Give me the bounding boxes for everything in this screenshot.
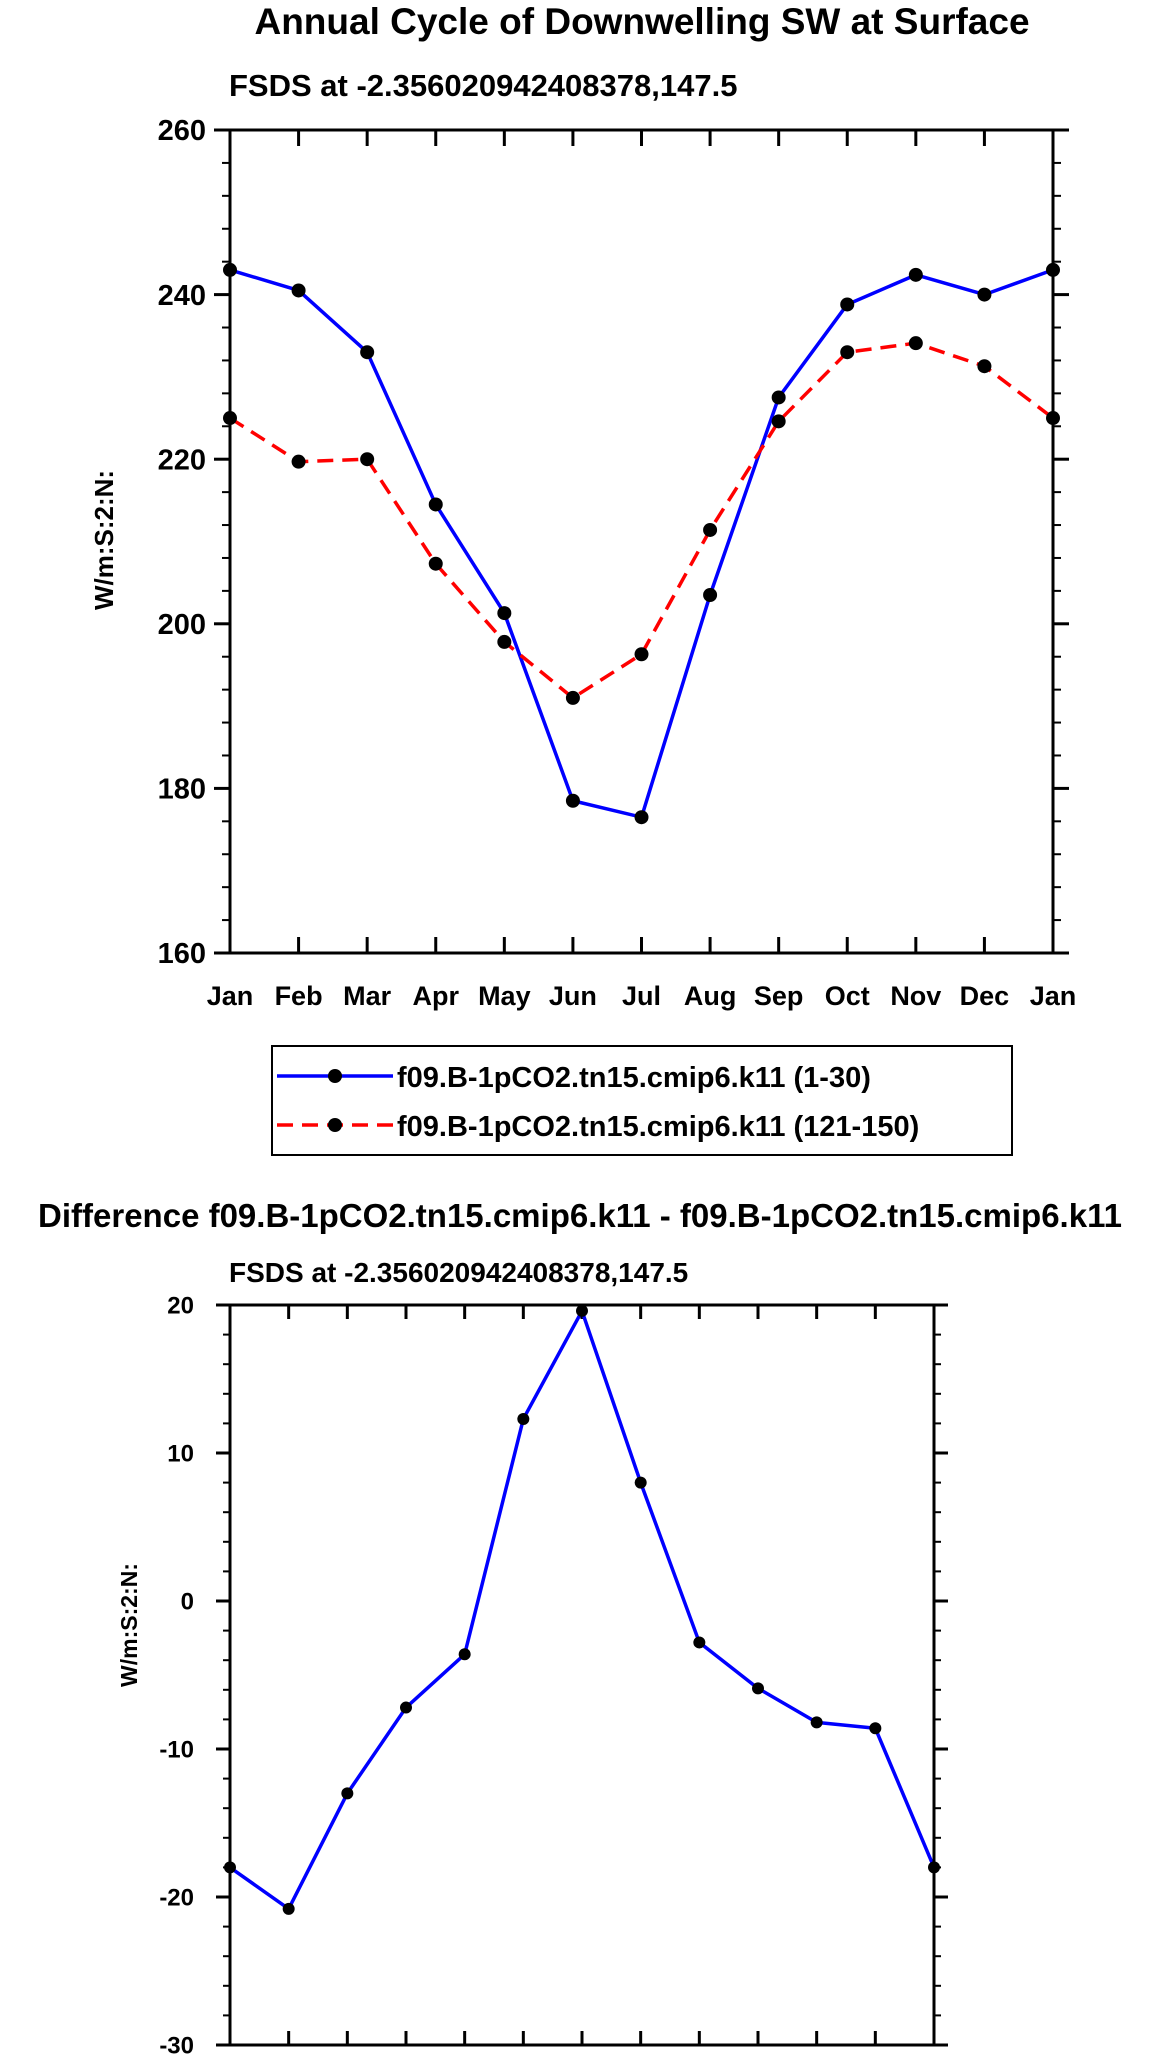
data-point — [400, 1701, 412, 1714]
x-tick-label: Jul — [566, 2063, 598, 2067]
axis-ticks — [214, 128, 1069, 955]
data-point — [341, 1787, 354, 1800]
x-tick-label: Jan — [211, 2063, 249, 2067]
data-point — [428, 556, 443, 571]
x-tick-label: Sep — [754, 981, 804, 1011]
x-tick-label: May — [478, 981, 531, 1011]
data-point — [458, 1648, 471, 1661]
data-point — [291, 454, 306, 469]
data-point — [693, 1636, 706, 1649]
y-tick-label: 180 — [158, 774, 206, 806]
x-tick-label: Nov — [796, 2063, 838, 2067]
data-point — [282, 1902, 295, 1915]
y-tick-label: -30 — [159, 2032, 194, 2059]
data-point — [634, 810, 649, 825]
y-tick-label: 20 — [167, 1292, 194, 1319]
data-point — [752, 1682, 764, 1695]
legend-label-series-2: f09.B-1pCO2.tn15.cmip6.k11 (121-150) — [397, 1111, 919, 1143]
x-tick-label: Nov — [890, 981, 941, 1011]
plot-frame — [228, 1303, 936, 2047]
data-point — [360, 452, 375, 467]
y-axis-label: W/m:S:2:N: — [89, 470, 119, 610]
series-lines — [223, 262, 1060, 825]
data-point — [497, 634, 512, 649]
legend-marker-series-2 — [328, 1118, 342, 1132]
x-tick-label: Jan — [915, 2063, 953, 2067]
chart-title: Difference f09.B-1pCO2.tn15.cmip6.k11 - … — [38, 1197, 1122, 1234]
data-point — [977, 359, 992, 374]
series-line-1 — [228, 1309, 936, 1911]
data-point — [565, 690, 580, 705]
data-point — [908, 336, 923, 351]
y-tick-label: -20 — [159, 1884, 194, 1911]
y-tick-label: 240 — [158, 280, 206, 312]
y-tick-label: 220 — [158, 444, 206, 476]
data-point — [977, 287, 992, 302]
plot-frame — [228, 128, 1055, 955]
legend: f09.B-1pCO2.tn15.cmip6.k11 (1-30) f09.B-… — [271, 1045, 1013, 1156]
difference-chart: Difference f09.B-1pCO2.tn15.cmip6.k11 - … — [38, 1197, 1122, 2067]
series-line-2 — [229, 341, 1055, 700]
x-tick-label: Apr — [413, 981, 460, 1011]
data-point — [771, 414, 786, 429]
x-tick-label: Jan — [207, 981, 254, 1011]
y-tick-label: -10 — [159, 1736, 194, 1763]
legend-marker-series-1 — [328, 1069, 342, 1083]
data-point — [840, 297, 855, 312]
data-point — [291, 283, 306, 298]
x-tick-label: Mar — [328, 2063, 368, 2067]
legend-label-series-1: f09.B-1pCO2.tn15.cmip6.k11 (1-30) — [397, 1062, 871, 1094]
y-tick-label: 160 — [158, 938, 206, 970]
chart-subtitle: FSDS at -2.356020942408378,147.5 — [229, 1257, 688, 1288]
data-point — [840, 345, 855, 360]
y-tick-label: 10 — [167, 1440, 194, 1467]
data-point — [517, 1412, 530, 1425]
x-tick-label: Jan — [1030, 981, 1077, 1011]
y-tick-label: 200 — [158, 609, 206, 641]
legend-box — [271, 1045, 1013, 1156]
x-tick-label: Dec — [855, 2063, 895, 2067]
y-axis-label: W/m:S:2:N: — [116, 1563, 142, 1687]
chart-subtitle: FSDS at -2.356020942408378,147.5 — [229, 68, 737, 103]
annual-cycle-chart: Annual Cycle of Downwelling SW at Surfac… — [89, 1, 1077, 1156]
data-point — [908, 267, 923, 282]
x-tick-label: Oct — [740, 2063, 777, 2067]
data-point — [360, 345, 375, 360]
data-point — [634, 647, 649, 662]
axis-ticks — [216, 1303, 948, 2047]
tick-labels: Jan Feb Mar Apr May Jun Jul Aug Sep Oct Nov Dec Jan1… — [158, 115, 1077, 1011]
x-tick-label: Jun — [549, 981, 597, 1011]
x-tick-label: Feb — [269, 2063, 308, 2067]
x-tick-label: Mar — [343, 981, 392, 1011]
data-point — [634, 1476, 647, 1489]
x-tick-label: Aug — [684, 981, 736, 1011]
data-point — [428, 497, 443, 512]
data-point — [810, 1716, 823, 1729]
data-point — [565, 793, 580, 808]
x-tick-label: May — [443, 2063, 487, 2067]
data-point — [869, 1722, 882, 1735]
y-tick-label: 260 — [158, 115, 206, 147]
x-tick-label: Oct — [825, 981, 870, 1011]
tick-labels: Jan Feb Mar Apr May Jun Jul Aug Sep Oct Nov Dec Jan -… — [159, 1292, 953, 2067]
data-point — [703, 587, 718, 602]
x-tick-label: Sep — [679, 2063, 719, 2067]
chart-title: Annual Cycle of Downwelling SW at Surfac… — [254, 1, 1029, 42]
x-tick-label: Feb — [275, 981, 323, 1011]
series-lines — [224, 1304, 940, 1915]
data-point — [576, 1304, 588, 1317]
data-point — [497, 606, 512, 621]
y-tick-label: 0 — [181, 1588, 194, 1615]
series-line-1 — [229, 268, 1054, 819]
x-tick-label: Aug — [619, 2063, 662, 2067]
x-tick-label: Apr — [387, 2063, 425, 2067]
data-point — [703, 522, 718, 537]
x-tick-label: Dec — [960, 981, 1010, 1011]
x-tick-label: Jul — [622, 981, 661, 1011]
x-tick-label: Jun — [504, 2063, 543, 2067]
data-point — [771, 390, 786, 405]
